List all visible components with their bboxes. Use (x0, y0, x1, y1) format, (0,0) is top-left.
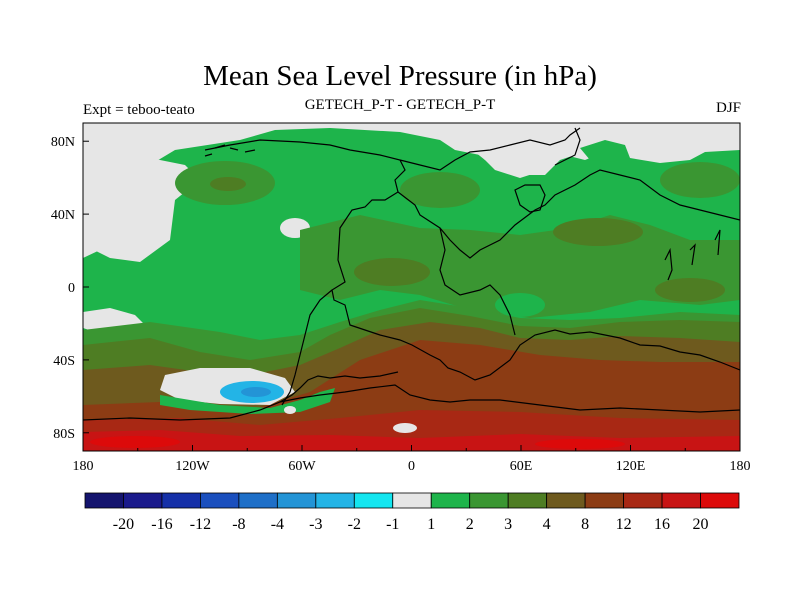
colorbar-swatch (392, 492, 432, 509)
lat-tick-label: 80S (53, 427, 75, 442)
field-grey-spot-a (393, 423, 417, 433)
lon-tick-label: 120W (175, 459, 210, 474)
coast-eurasia (399, 127, 581, 171)
lat-tick-label: 40N (51, 208, 75, 223)
field-2-3-patch-b (400, 172, 480, 208)
colorbar-label: -3 (309, 516, 322, 533)
colorbar-label: 3 (504, 516, 512, 533)
field-green-inland (495, 293, 545, 317)
colorbar-swatch (123, 492, 163, 509)
coast-antarctic-peninsula (279, 371, 399, 403)
colorbar-swatch (700, 492, 740, 509)
lon-tick-label: 60W (288, 459, 316, 474)
colorbar-swatch (276, 492, 317, 509)
field-grey-arctic (470, 123, 600, 175)
colorbar-swatch (353, 492, 394, 509)
coastlines (83, 127, 740, 421)
colorbar-swatch (507, 492, 548, 509)
colorbar-label: -12 (190, 516, 211, 533)
coast-gondwana-east (439, 227, 516, 336)
field-max-patch-b (535, 439, 625, 449)
colorbar: -20 -16 -12 -8 -4 -3 -2 -1 1 2 3 4 8 12 16 20 (84, 492, 740, 533)
longitude-axis: 180 120W 60W 0 60E 120E 180 (73, 445, 751, 474)
colorbar-label: -4 (271, 516, 284, 533)
chart-title: Mean Sea Level Pressure (in hPa) (203, 60, 597, 92)
field-grey-spot-b (284, 406, 296, 414)
experiment-label: Expt = teboo-teato (83, 102, 195, 118)
colorbar-label: 2 (466, 516, 474, 533)
field-max-patch-a (90, 436, 180, 448)
colorbar-swatch (161, 492, 201, 509)
colorbar-swatch (584, 492, 624, 509)
coast-north-pole-region (554, 127, 581, 166)
field-3-4-patch-d (655, 278, 725, 302)
colorbar-swatch (469, 492, 509, 509)
colorbar-swatch (84, 492, 124, 509)
lat-tick-label: 40S (53, 354, 75, 369)
map-plot (83, 123, 740, 451)
colorbar-label: 12 (616, 516, 632, 533)
lon-tick-label: 60E (510, 459, 533, 474)
lat-tick-label: 80N (51, 135, 75, 150)
colorbar-label: 1 (427, 516, 435, 533)
field-green-patch-north (580, 140, 630, 162)
colorbar-label: -1 (386, 516, 399, 533)
latitude-axis: 80N 40N 0 40S 80S (51, 135, 89, 442)
season-label: DJF (715, 100, 741, 116)
lon-tick-label: 120E (616, 459, 646, 474)
field-3-4-patch-c (354, 258, 430, 286)
coast-pacific-islands (664, 229, 721, 281)
colorbar-swatch (623, 492, 663, 509)
colorbar-swatch (546, 492, 586, 509)
coast-tethys (397, 169, 740, 259)
colorbar-swatch (238, 492, 278, 509)
colorbar-label: 4 (543, 516, 551, 533)
field-grey-north (83, 123, 740, 258)
lon-tick-label: 180 (730, 459, 751, 474)
lat-tick-label: 0 (68, 281, 75, 296)
colorbar-label: -2 (348, 516, 361, 533)
coast-arctic-islands (204, 144, 256, 157)
field-3-4-patch-a (210, 177, 246, 191)
colorbar-label: 20 (693, 516, 709, 533)
colorbar-label: 16 (654, 516, 670, 533)
colorbar-swatch (200, 492, 240, 509)
colorbar-label: 8 (581, 516, 589, 533)
colorbar-swatch (661, 492, 701, 509)
colorbar-label: -8 (232, 516, 245, 533)
coast-north-america (204, 139, 740, 381)
lon-tick-label: 180 (73, 459, 94, 474)
coast-greenland (514, 184, 546, 213)
field-2-3-patch-c (660, 162, 740, 198)
field-neg-2-3 (241, 387, 271, 397)
field-3-4-patch-b (553, 218, 643, 246)
coast-patagonia (281, 289, 333, 406)
model-label: GETECH_P-T - GETECH_P-T (304, 97, 496, 113)
colorbar-swatch (315, 492, 355, 509)
colorbar-swatch (430, 492, 471, 509)
colorbar-label: -16 (151, 516, 172, 533)
lon-tick-label: 0 (408, 459, 415, 474)
colorbar-label: -20 (113, 516, 134, 533)
coast-antarctica (83, 384, 740, 421)
field-grey-pacific-north (83, 158, 200, 262)
